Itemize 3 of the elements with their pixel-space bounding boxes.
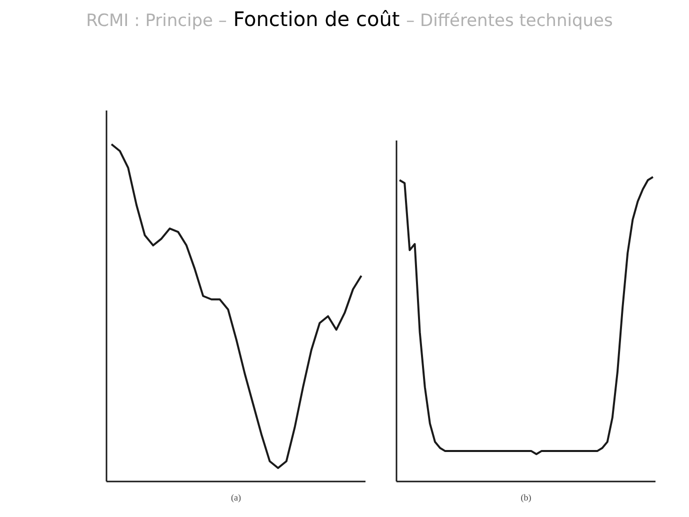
x-axis-title: (b) [520, 492, 532, 502]
x-axis-title: (a) [231, 492, 242, 502]
chart-title: RCMI : Principe – Fonction de coût – Différentes techniques [86, 7, 613, 31]
